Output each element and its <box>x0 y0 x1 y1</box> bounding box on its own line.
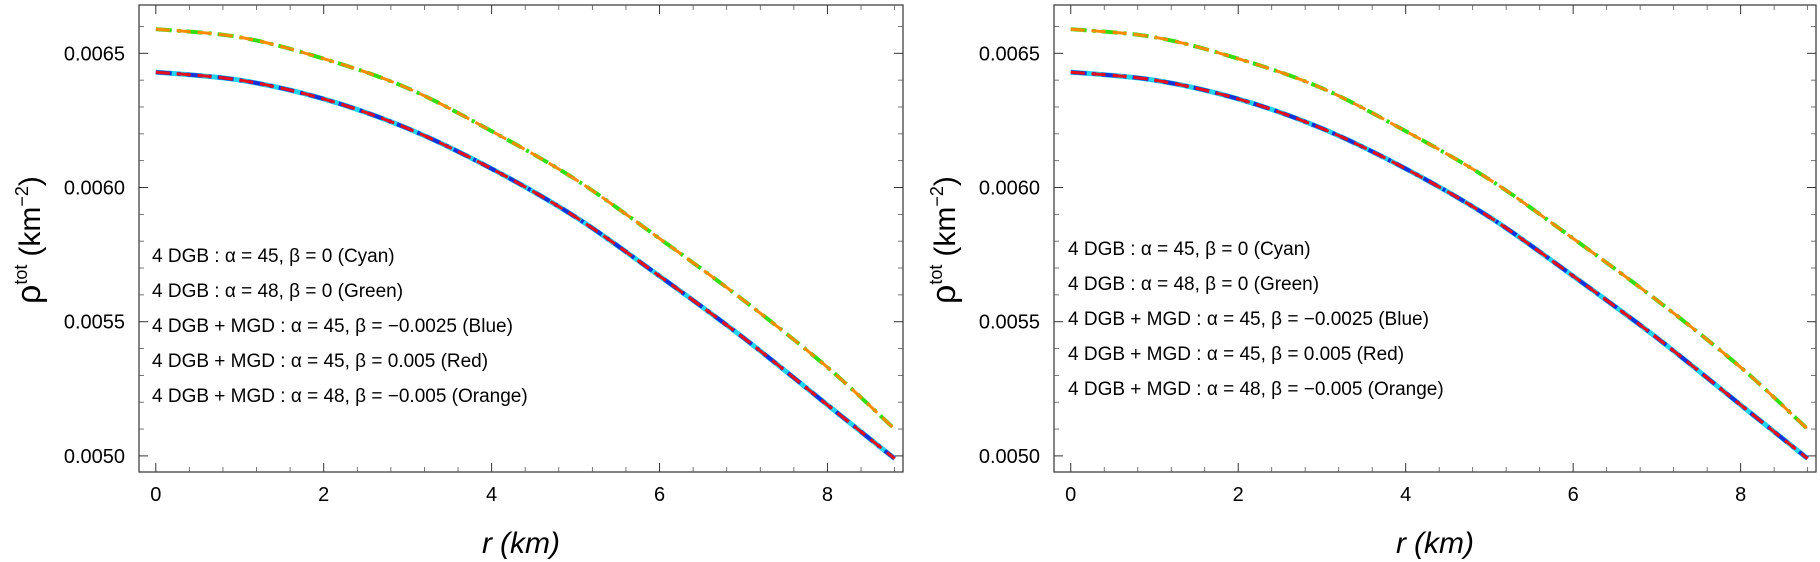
x-tick-label: 2 <box>318 484 329 506</box>
x-tick-label: 4 <box>1400 484 1411 506</box>
left-tick-labels: 0 2 4 6 8 0.0050 0.0055 0.0060 0.0065 <box>64 43 833 506</box>
left-plot-frame <box>138 4 904 473</box>
x-tick-label: 0 <box>1065 484 1076 506</box>
legend-entry: 4 DGB + MGD : α = 48, β = −0.005 (Orange… <box>152 386 528 407</box>
y-tick-label: 0.0050 <box>979 446 1040 468</box>
left-x-axis-title: r (km) <box>482 527 560 560</box>
x-tick-label: 6 <box>1568 484 1579 506</box>
legend-entry: 4 DGB + MGD : α = 45, β = −0.0025 (Blue) <box>152 316 513 337</box>
series-line-red <box>155 70 896 460</box>
series-line-orange <box>155 27 896 431</box>
legend-entry: 4 DGB + MGD : α = 48, β = −0.005 (Orange… <box>1068 379 1444 400</box>
legend-entry: 4 DGB + MGD : α = 45, β = −0.0025 (Blue) <box>1068 309 1429 330</box>
y-tick-label: 0.0060 <box>979 178 1040 200</box>
left-plot-panel: 0 2 4 6 8 0.0050 0.0055 0.0060 0.0065 4 DGB : α … <box>10 4 904 560</box>
right-legend: 4 DGB : α = 45, β = 0 (Cyan) 4 DGB : α = … <box>1068 239 1444 400</box>
left-tick-marks <box>139 5 903 472</box>
legend-entry: 4 DGB : α = 45, β = 0 (Cyan) <box>152 246 395 267</box>
y-tick-label: 0.0055 <box>979 312 1040 334</box>
right-plot-panel: 0 2 4 6 8 0.0050 0.0055 0.0060 0.0065 4 DGB : α … <box>925 4 1817 560</box>
x-tick-label: 8 <box>822 484 833 506</box>
y-tick-label: 0.0065 <box>64 43 125 65</box>
series-line-orange <box>1070 27 1809 431</box>
y-tick-label: 0.0065 <box>979 43 1040 65</box>
legend-entry: 4 DGB : α = 48, β = 0 (Green) <box>1068 274 1319 295</box>
left-y-axis-title: ρtot(km−2) <box>10 176 48 304</box>
right-plot-frame <box>1053 4 1817 473</box>
legend-entry: 4 DGB + MGD : α = 45, β = 0.005 (Red) <box>1068 344 1404 365</box>
right-x-axis-title: r (km) <box>1396 527 1474 560</box>
series-line-cyan <box>1070 69 1810 461</box>
series-line-blue <box>1070 70 1809 461</box>
legend-entry: 4 DGB : α = 48, β = 0 (Green) <box>152 281 403 302</box>
x-tick-label: 6 <box>654 484 665 506</box>
x-tick-label: 0 <box>150 484 161 506</box>
x-tick-label: 8 <box>1735 484 1746 506</box>
left-curves <box>155 27 897 461</box>
x-tick-label: 2 <box>1233 484 1244 506</box>
right-curves <box>1070 27 1810 461</box>
right-tick-marks <box>1054 5 1816 472</box>
right-tick-labels: 0 2 4 6 8 0.0050 0.0055 0.0060 0.0065 <box>979 43 1746 506</box>
legend-entry: 4 DGB + MGD : α = 45, β = 0.005 (Red) <box>152 351 488 372</box>
y-tick-label: 0.0050 <box>64 446 125 468</box>
series-line-red <box>1070 70 1809 460</box>
left-legend: 4 DGB : α = 45, β = 0 (Cyan) 4 DGB : α = … <box>152 246 528 407</box>
right-y-axis-title: ρtot(km−2) <box>925 176 963 304</box>
x-tick-label: 4 <box>486 484 497 506</box>
y-tick-label: 0.0055 <box>64 312 125 334</box>
legend-entry: 4 DGB : α = 45, β = 0 (Cyan) <box>1068 239 1311 260</box>
y-tick-label: 0.0060 <box>64 178 125 200</box>
